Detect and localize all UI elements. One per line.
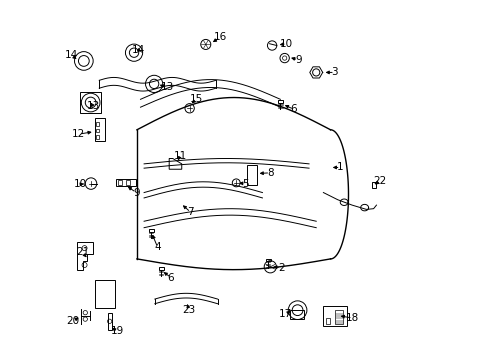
Bar [94, 280, 115, 309]
Text: 12: 12 [72, 129, 85, 139]
Text: 1: 1 [337, 162, 343, 172]
Text: 4: 4 [154, 242, 161, 252]
Text: 11: 11 [174, 150, 187, 161]
Bar [334, 310, 343, 324]
Bar [265, 258, 270, 261]
Bar [118, 180, 122, 185]
Text: 6: 6 [167, 273, 174, 283]
Text: 2: 2 [277, 262, 284, 273]
Text: 17: 17 [279, 310, 292, 319]
Text: 16: 16 [213, 32, 226, 42]
Text: 23: 23 [182, 305, 195, 315]
Text: 13: 13 [161, 82, 174, 93]
Text: 8: 8 [266, 168, 273, 178]
Text: 22: 22 [373, 176, 386, 186]
Bar [116, 179, 136, 186]
Text: 10: 10 [74, 179, 87, 189]
Text: 3: 3 [331, 67, 338, 77]
Bar [371, 182, 375, 188]
Text: 14: 14 [65, 50, 78, 60]
Bar [107, 313, 112, 330]
Bar [322, 306, 346, 326]
Bar [290, 310, 304, 319]
Bar [325, 318, 329, 324]
Text: 20: 20 [66, 316, 80, 325]
Bar [96, 129, 99, 132]
Bar [148, 229, 153, 232]
Bar [96, 135, 99, 139]
Text: 15: 15 [189, 94, 203, 104]
Bar [96, 122, 99, 126]
Text: 13: 13 [86, 102, 100, 112]
Text: 19: 19 [110, 326, 123, 336]
Text: 6: 6 [290, 104, 297, 114]
Text: 21: 21 [76, 247, 89, 257]
Text: 18: 18 [346, 313, 359, 323]
Text: 9: 9 [294, 55, 301, 65]
Bar [277, 100, 282, 103]
Bar [247, 165, 256, 185]
Text: 7: 7 [187, 207, 194, 217]
Bar [80, 93, 101, 113]
Bar [125, 180, 130, 185]
Bar [159, 267, 163, 270]
Text: 9: 9 [133, 188, 139, 198]
Bar [94, 118, 104, 141]
Text: 10: 10 [280, 39, 293, 49]
Text: 5: 5 [242, 179, 248, 189]
Text: 14: 14 [132, 45, 145, 55]
